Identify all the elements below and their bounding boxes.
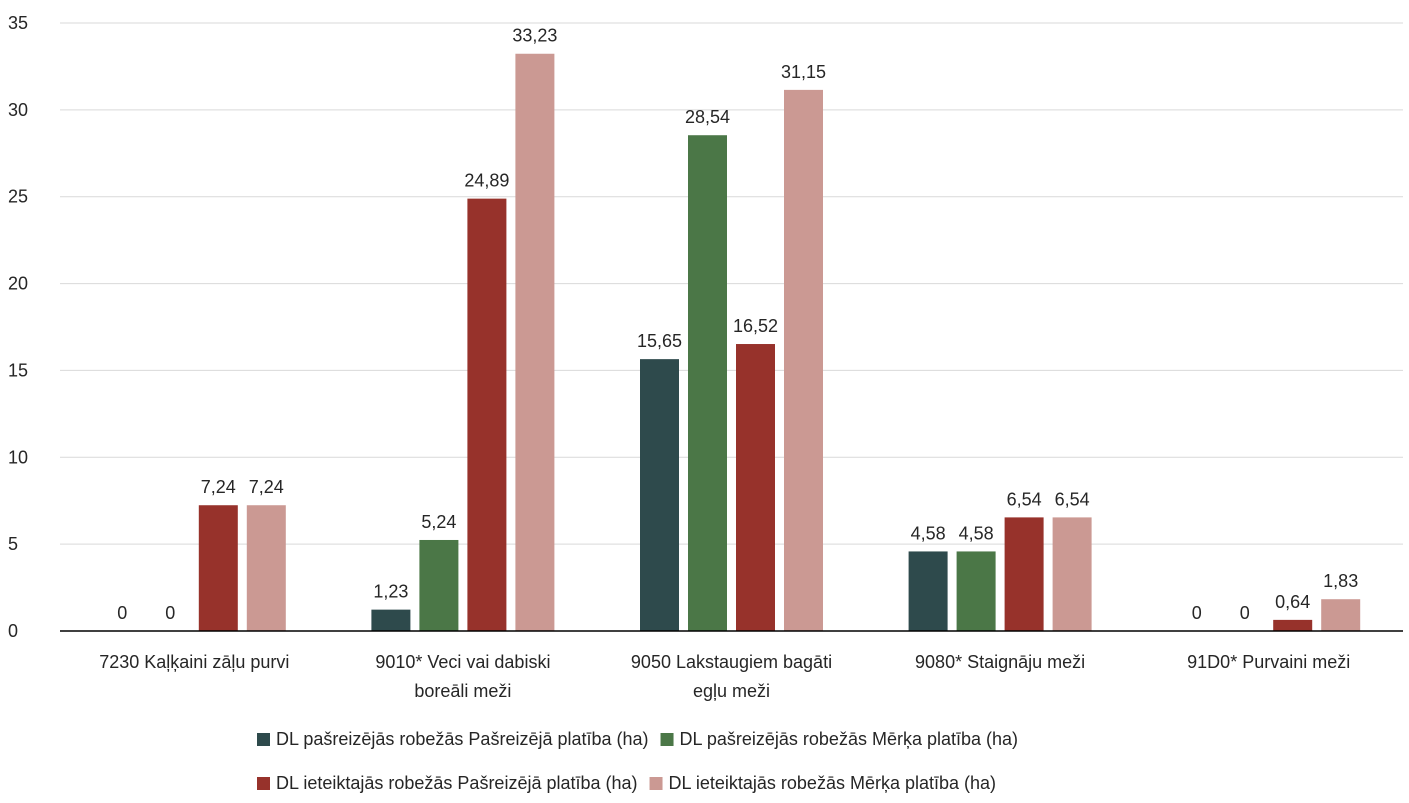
x-tick-label: 9050 Lakstaugiem bagāti [631, 652, 832, 672]
data-label: 7,24 [201, 477, 236, 497]
legend-swatch [257, 733, 270, 746]
data-label: 31,15 [781, 62, 826, 82]
y-tick-label: 5 [8, 534, 18, 554]
data-label: 6,54 [1007, 489, 1042, 509]
x-tick-label: 9010* Veci vai dabiski [375, 652, 550, 672]
x-tick-label: egļu meži [693, 681, 770, 701]
data-label: 0 [117, 603, 127, 623]
y-tick-label: 10 [8, 447, 28, 467]
x-tick-label: 91D0* Purvaini meži [1187, 652, 1350, 672]
data-label: 0 [165, 603, 175, 623]
x-axis: 7230 Kaļķaini zāļu purvi 9010* Veci vai d… [60, 630, 1403, 701]
bar [784, 89, 823, 631]
legend-label: DL ieteiktajās robežās Mērķa platība (ha… [669, 773, 997, 793]
data-label: 7,24 [249, 477, 284, 497]
bar [908, 551, 948, 631]
bar [640, 359, 679, 631]
legend-swatch [660, 733, 674, 746]
data-label: 0 [1240, 603, 1250, 623]
data-label: 24,89 [464, 171, 509, 191]
y-tick-label: 25 [8, 187, 28, 207]
bar [515, 53, 555, 631]
bar [688, 135, 727, 631]
data-label: 5,24 [421, 512, 456, 532]
bar [1052, 517, 1092, 631]
bar [246, 505, 286, 631]
data-label: 6,54 [1055, 489, 1090, 509]
data-labels: 0 0 7,24 7,24 1,23 5,24 24,89 33,23 15,65 28,54 16… [117, 26, 1358, 623]
y-tick-label: 30 [8, 100, 28, 120]
bar [1321, 599, 1361, 631]
y-axis: 0 5 10 15 20 25 30 35 [8, 13, 28, 641]
data-label: 1,83 [1323, 571, 1358, 591]
bar [1273, 619, 1313, 631]
legend-swatch [257, 777, 270, 790]
bar [371, 609, 411, 631]
data-label: 4,58 [911, 523, 946, 543]
y-tick-label: 20 [8, 274, 28, 294]
x-tick-label: 9080* Staignāju meži [915, 652, 1085, 672]
data-label: 1,23 [373, 582, 408, 602]
data-label: 28,54 [685, 107, 730, 127]
legend: DL pašreizējās robežās Pašreizējā platīb… [257, 729, 1018, 793]
bar [419, 539, 459, 631]
bar [956, 551, 996, 631]
bar [1004, 517, 1044, 631]
data-label: 4,58 [959, 523, 994, 543]
legend-label: DL ieteiktajās robežās Pašreizējā platīb… [276, 773, 638, 793]
y-tick-label: 0 [8, 621, 18, 641]
data-label: 15,65 [637, 331, 682, 351]
legend-label: DL pašreizējās robežās Mērķa platība (ha… [680, 729, 1019, 749]
bar [198, 505, 238, 631]
legend-swatch [649, 777, 663, 790]
y-tick-label: 35 [8, 13, 28, 33]
data-label: 33,23 [512, 26, 557, 46]
x-tick-label: boreāli meži [414, 681, 511, 701]
gridlines [60, 22, 1403, 545]
y-tick-label: 15 [8, 360, 28, 380]
bars [198, 53, 1361, 632]
legend-label: DL pašreizējās robežās Pašreizējā platīb… [276, 729, 649, 749]
data-label: 16,52 [733, 316, 778, 336]
x-tick-label: 7230 Kaļķaini zāļu purvi [99, 652, 289, 672]
bar [736, 344, 775, 631]
data-label: 0,64 [1275, 592, 1310, 612]
data-label: 0 [1192, 603, 1202, 623]
bar [467, 198, 507, 632]
